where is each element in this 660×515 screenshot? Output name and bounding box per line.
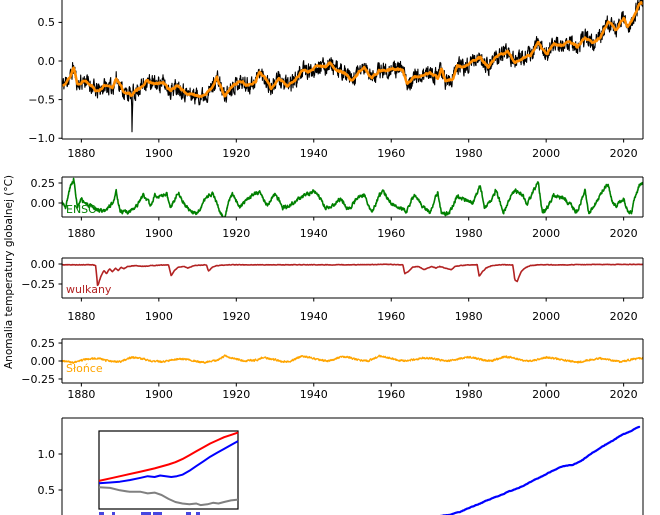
y-tick-label: −0.25 (21, 278, 55, 291)
y-tick-label: 0.5 (38, 16, 56, 29)
y-tick-label: −0.5 (28, 93, 55, 106)
x-tick-label: 1920 (222, 310, 250, 323)
x-tick-label: 1940 (300, 227, 328, 240)
panel-slonce: 0.25 0.00 −0.25 1880 1900 1920 1940 1960 1980 200… (21, 337, 644, 401)
clipped-text-fragment (99, 512, 104, 515)
series-czlowiek (435, 425, 641, 515)
x-tick-label: 2000 (532, 147, 560, 160)
y-tick-label: 0.00 (31, 355, 56, 368)
x-tick-label: 1900 (145, 310, 173, 323)
x-tick-label: 1900 (145, 227, 173, 240)
clipped-text-fragment (153, 512, 162, 515)
x-tick-label: 1900 (145, 388, 173, 401)
panel-obserwacje: 0.5 0.0 −0.5 −1.0 1880 1900 1920 1940 1960 1980 20… (28, 0, 644, 160)
x-tick-label: 1940 (300, 388, 328, 401)
y-tick-label: 0.25 (31, 337, 56, 350)
panel-czlowiek: 1.0 0.5 (38, 417, 644, 515)
x-tick-label: 1980 (455, 147, 483, 160)
x-tick-label: 2020 (610, 227, 638, 240)
x-tick-label: 1940 (300, 147, 328, 160)
y-tick-label: 1.0 (38, 448, 56, 461)
y-tick-label: 0.0 (38, 55, 56, 68)
y-tick-label: 0.5 (38, 484, 56, 497)
y-tick-label: −0.25 (21, 373, 55, 386)
x-tick-label: 1980 (455, 227, 483, 240)
x-tick-label: 1880 (67, 147, 95, 160)
x-tick-label: 1980 (455, 388, 483, 401)
x-tick-label: 1920 (222, 147, 250, 160)
x-tick-label: 2020 (610, 388, 638, 401)
series-wulkany (62, 263, 643, 287)
x-tick-label: 1920 (222, 227, 250, 240)
x-tick-label: 1960 (377, 147, 405, 160)
x-tick-label: 1940 (300, 310, 328, 323)
x-tick-label: 1960 (377, 388, 405, 401)
x-tick-label: 2000 (532, 310, 560, 323)
x-tick-label: 1880 (67, 388, 95, 401)
x-tick-label: 1880 (67, 227, 95, 240)
y-tick-label: 0.25 (31, 177, 56, 190)
clipped-text-fragment (141, 512, 151, 515)
clipped-text-fragment (196, 512, 200, 515)
clipped-text-fragment (112, 512, 115, 515)
x-tick-label: 1920 (222, 388, 250, 401)
series-observations-monthly (62, 0, 643, 133)
y-tick-label: −1.0 (28, 132, 55, 145)
y-tick-label: 0.00 (31, 197, 56, 210)
panel-label-enso: ENSO (66, 203, 97, 216)
x-tick-label: 2020 (610, 310, 638, 323)
clipped-text-fragment (186, 512, 191, 515)
inset-panel (98, 430, 239, 510)
panel-enso: 0.25 0.00 1880 1900 1920 1940 1960 1980 2000 2020 (31, 176, 644, 240)
panel-label-slonce: Słońce (66, 362, 103, 375)
panel-label-wulkany: wulkany (66, 283, 112, 296)
series-enso (62, 177, 643, 217)
panel-wulkany: 0.00 −0.25 1880 1900 1920 1940 1960 1980 2000 202… (21, 257, 644, 323)
series-inset-gray (98, 486, 239, 507)
series-slonce (62, 354, 643, 364)
x-tick-label: 2000 (532, 227, 560, 240)
x-tick-label: 1960 (377, 310, 405, 323)
x-tick-label: 1960 (377, 227, 405, 240)
series-observations-smoothed (62, 0, 643, 98)
x-tick-label: 1980 (455, 310, 483, 323)
y-tick-label: 0.00 (31, 258, 56, 271)
x-tick-label: 2000 (532, 388, 560, 401)
inset-frame (98, 430, 239, 510)
x-tick-label: 1880 (67, 310, 95, 323)
x-tick-label: 1900 (145, 147, 173, 160)
x-tick-label: 2020 (610, 147, 638, 160)
series-inset-blue (98, 440, 239, 485)
series-inset-red (98, 431, 239, 482)
